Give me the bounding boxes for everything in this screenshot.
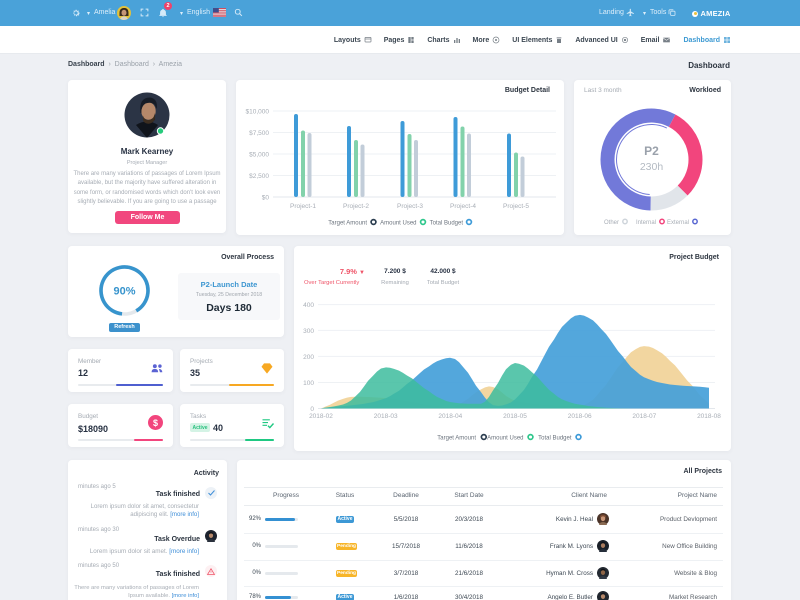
svg-text:Project-1: Project-1 [290, 203, 316, 210]
svg-text:Project-2: Project-2 [343, 203, 369, 210]
svg-text:2018-05: 2018-05 [503, 413, 527, 420]
svg-text:0: 0 [310, 406, 314, 413]
svg-text:$2,500: $2,500 [249, 173, 269, 180]
svg-text:$5,000: $5,000 [249, 152, 269, 159]
svg-text:Total Budget: Total Budget [538, 436, 572, 442]
svg-text:2018-03: 2018-03 [374, 413, 398, 420]
svg-text:2018-06: 2018-06 [568, 413, 592, 420]
svg-text:Target Amount: Target Amount [437, 436, 476, 442]
svg-text:200: 200 [303, 354, 314, 361]
svg-text:External: External [667, 220, 689, 226]
svg-text:100: 100 [303, 380, 314, 387]
svg-text:Other: Other [604, 220, 619, 226]
svg-text:Amount Used: Amount Used [380, 221, 416, 227]
svg-text:Amount Used: Amount Used [487, 436, 523, 442]
svg-text:90%: 90% [113, 286, 135, 298]
svg-text:230h: 230h [640, 161, 664, 173]
svg-text:400: 400 [303, 302, 314, 309]
svg-text:Project-5: Project-5 [503, 203, 529, 210]
svg-text:Project-4: Project-4 [450, 203, 476, 210]
svg-text:Total Budget: Total Budget [430, 221, 464, 227]
svg-text:Internal: Internal [636, 220, 656, 226]
svg-text:$7,500: $7,500 [249, 130, 269, 137]
svg-text:Project-3: Project-3 [397, 203, 423, 210]
svg-text:Target Amount: Target Amount [328, 221, 367, 227]
svg-text:P2: P2 [644, 144, 659, 158]
svg-text:2018-07: 2018-07 [632, 413, 656, 420]
svg-text:$10,000: $10,000 [246, 109, 270, 116]
svg-text:2018-08: 2018-08 [697, 413, 721, 420]
svg-text:2018-04: 2018-04 [438, 413, 462, 420]
svg-text:300: 300 [303, 328, 314, 335]
svg-text:$0: $0 [262, 195, 270, 202]
svg-text:2018-02: 2018-02 [309, 413, 333, 420]
